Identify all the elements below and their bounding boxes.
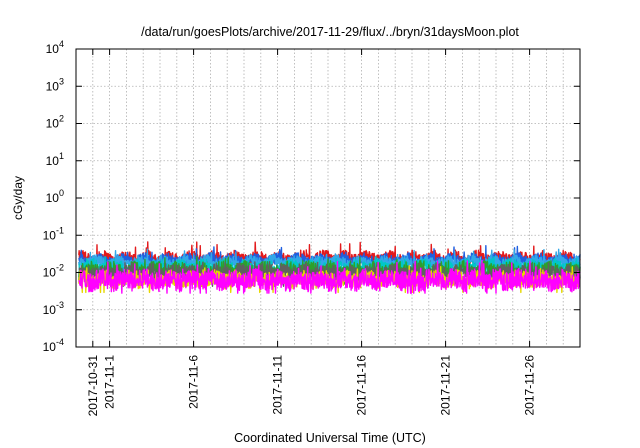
x-tick-label: 2017-11-11	[271, 355, 285, 415]
x-axis: 2017-10-31 2017-11-1 2017-11-6 2017-11-11 20…	[86, 49, 537, 416]
x-tick-label: 2017-11-16	[355, 355, 369, 416]
x-tick-label: 2017-11-1	[103, 355, 117, 409]
y-tick-label: 10-3	[43, 300, 64, 317]
y-tick-label: 100	[46, 188, 64, 205]
x-tick-label: 2017-11-6	[187, 355, 201, 409]
chart-title: /data/run/goesPlots/archive/2017-11-29/f…	[141, 25, 519, 39]
y-axis: 10-4 10-3 10-2 10-1 100 101 102 103 104	[43, 39, 580, 354]
y-tick-label: 101	[46, 151, 64, 168]
grid	[76, 49, 580, 347]
y-tick-label: 104	[46, 39, 64, 56]
y-tick-label: 10-4	[43, 337, 64, 354]
x-tick-label: 2017-10-31	[86, 355, 100, 417]
series-group	[78, 241, 581, 294]
y-tick-label: 102	[46, 114, 64, 131]
x-tick-label: 2017-11-26	[523, 355, 537, 416]
data-series-line	[78, 259, 581, 294]
y-tick-label: 103	[46, 76, 64, 93]
x-tick-label: 2017-11-21	[439, 355, 453, 416]
y-axis-label: cGy/day	[11, 176, 25, 220]
x-axis-label: Coordinated Universal Time (UTC)	[234, 431, 426, 445]
y-tick-label: 10-1	[43, 225, 64, 242]
y-tick-label: 10-2	[43, 263, 64, 280]
